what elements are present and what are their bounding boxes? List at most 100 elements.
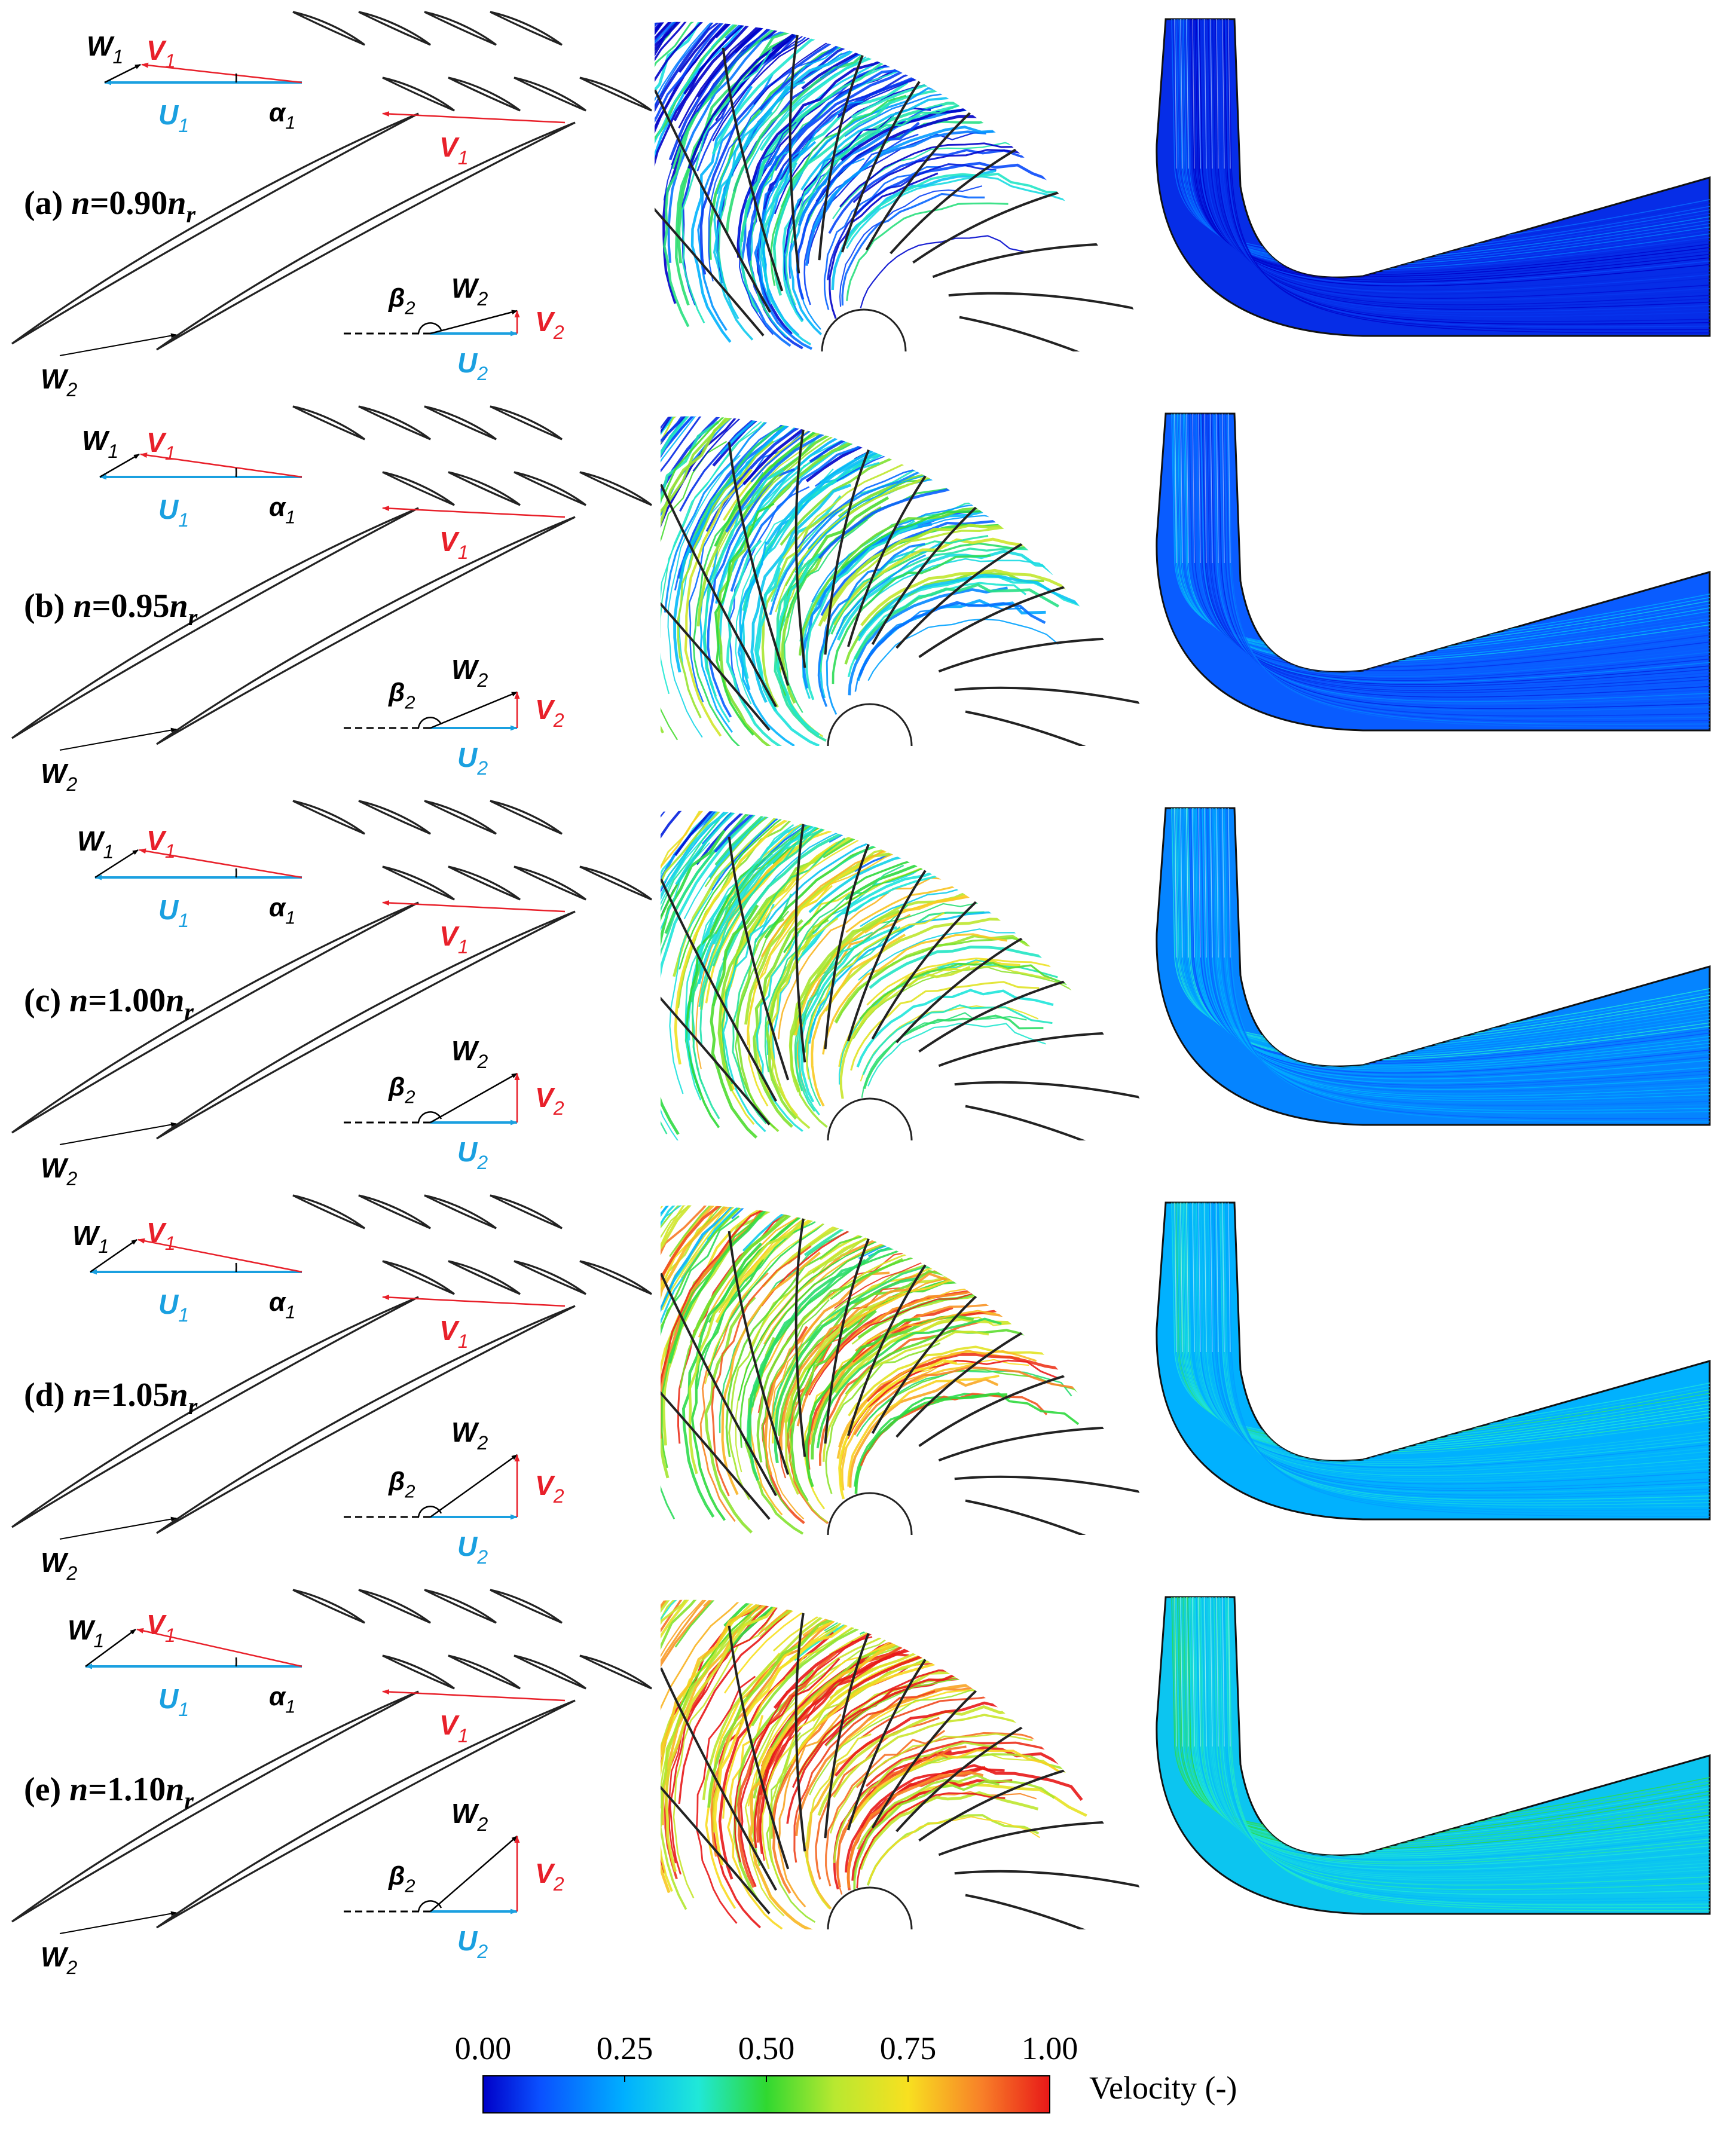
beta2-label: β2 — [388, 1467, 415, 1501]
draft-tube-streamline — [1222, 808, 1710, 1111]
streamline — [851, 1779, 1013, 1881]
streamline — [817, 1705, 1044, 1816]
draft-tube-streamline — [1228, 1203, 1710, 1517]
impeller-blade — [156, 1699, 576, 1929]
cfd-blade — [728, 1625, 790, 1870]
streamline — [679, 1599, 1040, 1708]
streamline — [738, 93, 834, 313]
draft-tube-streamline — [1206, 1203, 1710, 1481]
draft-tube-streamline — [1203, 19, 1710, 293]
streamline — [830, 542, 1060, 635]
streamline — [661, 416, 679, 712]
draft-tube-streamline — [1211, 1597, 1710, 1882]
streamline — [760, 1650, 900, 1861]
panel-label: (e) n=1.10nr — [24, 1771, 194, 1814]
draft-tube-streamline — [1216, 414, 1710, 707]
guide-vane — [424, 800, 497, 835]
draft-tube-streamline — [1228, 1597, 1710, 1911]
streamline — [803, 133, 919, 305]
draft-tube-streamline — [1198, 19, 1201, 169]
beta2-label: β2 — [388, 283, 415, 318]
draft-tube-streamline — [1216, 19, 1710, 313]
streamline — [722, 904, 775, 1133]
streamline — [764, 864, 904, 1073]
cfd-blade — [728, 442, 790, 686]
beta2-arc — [417, 717, 442, 729]
draft-tube-streamline — [1202, 1203, 1710, 1475]
draft-tube-streamline — [1223, 19, 1710, 325]
streamline — [661, 1205, 846, 1438]
draft-tube-streamline — [1208, 414, 1710, 693]
streamline — [753, 22, 1131, 105]
draft-tube-streamline — [1208, 1597, 1710, 1877]
draft-tube-streamline — [1209, 414, 1710, 696]
streamline — [655, 22, 1005, 139]
guide-vane — [424, 11, 497, 46]
cfd-blade — [965, 1894, 1157, 1929]
streamline — [661, 1205, 722, 1521]
draft-tube-streamline — [1192, 414, 1195, 564]
v1-label: V1 — [146, 825, 176, 862]
draft-tube-streamline — [1218, 1597, 1710, 1893]
cfd-blade — [794, 417, 807, 668]
guide-vane — [579, 1654, 652, 1690]
streamline — [826, 554, 927, 715]
w1-label: W1 — [87, 30, 123, 68]
streamline — [737, 541, 795, 746]
cfd-blade — [948, 292, 1151, 325]
draft-tube-streamline — [1219, 1203, 1710, 1501]
alpha1-label: α1 — [269, 98, 295, 133]
guide-vane — [382, 1260, 455, 1295]
w2-inflow-label: W2 — [41, 1547, 77, 1584]
draft-tube-streamline — [1198, 1597, 1201, 1747]
v1-vector — [141, 62, 302, 84]
streamline — [661, 1599, 864, 1824]
alpha1-label: α1 — [269, 893, 295, 928]
draft-tube-streamline — [1199, 808, 1710, 1076]
streamline — [655, 22, 980, 150]
streamline — [853, 1366, 1075, 1436]
draft-tube-streamline — [1222, 808, 1225, 958]
guide-vane — [448, 1654, 521, 1690]
streamline — [770, 1599, 1157, 1626]
streamline — [818, 524, 1053, 627]
streamline — [750, 416, 1149, 483]
guide-vane — [490, 11, 563, 46]
streamline — [796, 1285, 1007, 1427]
draft-tube-streamline — [1198, 414, 1201, 564]
streamline — [712, 22, 1054, 142]
v1-label: V1 — [146, 35, 176, 72]
streamline — [696, 1205, 955, 1390]
w1-vector — [85, 1628, 136, 1668]
streamline — [661, 1205, 865, 1432]
streamline — [661, 810, 1011, 923]
draft-tube-streamline — [1174, 414, 1177, 564]
beta2-label: β2 — [388, 678, 415, 712]
w2-inflow-arrow — [59, 1516, 177, 1540]
v1-inflow-label: V1 — [439, 526, 469, 563]
streamline — [714, 810, 1050, 935]
streamline — [851, 1599, 1157, 1672]
draft-tube-streamline — [1180, 808, 1183, 958]
hub — [821, 308, 907, 352]
cfd-blade — [788, 23, 801, 274]
beta2-label: β2 — [388, 1861, 415, 1896]
impeller-blade — [11, 1690, 419, 1923]
streamline — [683, 810, 1040, 919]
u1-label: U1 — [158, 99, 189, 136]
streamline — [768, 1318, 819, 1520]
streamline — [846, 1749, 1062, 1830]
draft-tube-streamline — [1205, 414, 1710, 689]
streamline — [845, 175, 1068, 249]
impeller-blade — [156, 516, 576, 745]
colorbar-tick-label: 0.75 — [880, 2030, 937, 2066]
velocity-triangle-diagram: W1 V1 U1 α1 V1 W2 β2 W2 V2 U2 (c) n=1.00nr — [11, 800, 652, 1189]
streamline — [867, 1392, 1080, 1451]
streamline — [728, 486, 810, 718]
panel-label: (b) n=0.95nr — [24, 588, 198, 631]
draft-tube-streamline — [1211, 19, 1710, 304]
guide-vane — [579, 77, 652, 112]
guide-vane — [292, 11, 365, 46]
streamline — [661, 810, 917, 985]
streamline — [741, 0, 1213, 13]
